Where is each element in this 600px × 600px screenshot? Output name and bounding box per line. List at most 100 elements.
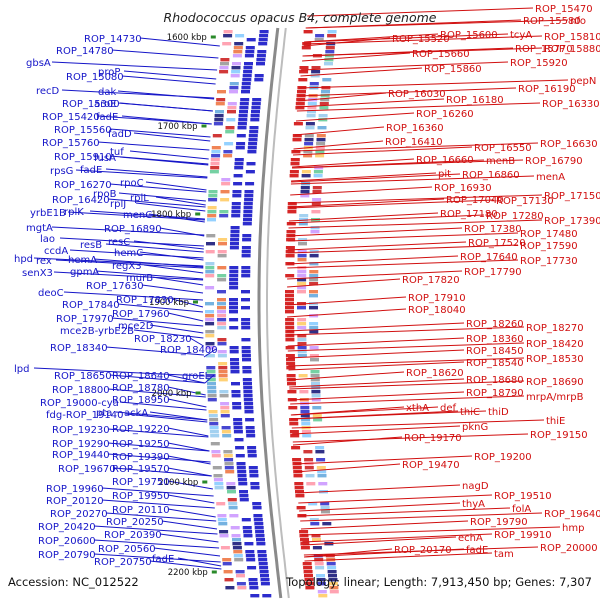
gene-feature bbox=[241, 318, 251, 322]
gene-feature bbox=[297, 90, 306, 94]
gene-feature bbox=[289, 170, 299, 174]
gene-feature bbox=[219, 530, 229, 534]
gene-feature bbox=[304, 142, 314, 146]
gene-feature bbox=[214, 482, 224, 486]
label-connector bbox=[299, 79, 569, 89]
gene-feature bbox=[233, 426, 243, 430]
gene-feature bbox=[241, 346, 251, 350]
gene-feature bbox=[314, 562, 324, 566]
gene-feature bbox=[207, 390, 217, 394]
gene-label: aroE bbox=[94, 99, 116, 110]
gene-feature bbox=[218, 522, 228, 526]
gene-feature bbox=[220, 414, 230, 418]
gene-feature bbox=[223, 454, 233, 458]
label-connector bbox=[89, 210, 205, 220]
gene-feature bbox=[209, 426, 219, 430]
gene-feature bbox=[300, 410, 310, 414]
gene-label: lao bbox=[40, 234, 55, 245]
gene-feature bbox=[239, 106, 249, 110]
label-connector bbox=[101, 499, 215, 509]
gene-feature bbox=[320, 98, 330, 102]
gene-feature bbox=[242, 78, 252, 82]
gene-feature bbox=[310, 358, 319, 362]
gene-feature bbox=[219, 66, 229, 70]
gene-label: hmp bbox=[562, 523, 584, 534]
gene-label: ROP_16890 bbox=[104, 224, 162, 235]
gene-feature bbox=[308, 502, 318, 506]
label-connector bbox=[299, 502, 461, 512]
gene-feature bbox=[225, 470, 235, 474]
gene-feature bbox=[250, 482, 260, 486]
label-connector bbox=[93, 539, 220, 549]
label-connector bbox=[105, 346, 204, 356]
gene-feature bbox=[252, 98, 262, 102]
gene-label: nfo bbox=[570, 16, 586, 27]
gene-feature bbox=[242, 370, 252, 374]
label-connector bbox=[148, 213, 205, 223]
gene-feature bbox=[305, 586, 315, 590]
gene-label: folA bbox=[512, 504, 531, 515]
gene-feature bbox=[233, 46, 243, 50]
tick-label: 1700 kbp bbox=[157, 122, 197, 132]
gene-label: ROP_16860 bbox=[462, 170, 520, 181]
gene-feature bbox=[208, 190, 218, 194]
gene-feature bbox=[315, 154, 325, 158]
gene-label: rplJ bbox=[110, 199, 126, 210]
label-connector bbox=[291, 419, 545, 429]
gene-feature bbox=[304, 134, 314, 138]
gene-feature bbox=[233, 554, 243, 558]
gene-feature bbox=[285, 326, 295, 330]
gene-feature bbox=[310, 230, 320, 234]
gene-label: ROP_18400 bbox=[160, 345, 218, 356]
gene-feature bbox=[245, 426, 255, 430]
gene-feature bbox=[289, 174, 299, 178]
gene-feature bbox=[217, 518, 227, 522]
gene-feature bbox=[311, 390, 321, 394]
gene-feature bbox=[285, 290, 294, 294]
gene-feature bbox=[245, 170, 255, 174]
gene-feature bbox=[219, 210, 229, 214]
label-connector bbox=[167, 398, 207, 408]
label-connector bbox=[149, 560, 222, 570]
label-connector bbox=[290, 395, 525, 405]
gene-feature bbox=[212, 466, 222, 470]
gene-label: ROP_18690 bbox=[526, 377, 584, 388]
gene-feature bbox=[244, 194, 254, 198]
gene-feature bbox=[242, 526, 252, 530]
gene-label: ROP_17380 bbox=[464, 224, 522, 235]
gene-feature bbox=[230, 230, 240, 234]
gene-feature bbox=[311, 202, 321, 206]
gene-feature bbox=[317, 590, 327, 594]
gene-feature bbox=[312, 190, 322, 194]
gene-label: fadE bbox=[466, 545, 488, 556]
gene-feature bbox=[227, 490, 236, 494]
gene-label: hpd bbox=[14, 254, 33, 265]
label-connector bbox=[294, 455, 473, 465]
gene-feature bbox=[304, 582, 314, 586]
gene-feature bbox=[301, 174, 311, 178]
gene-feature bbox=[289, 422, 299, 426]
label-connector bbox=[167, 494, 215, 504]
label-connector bbox=[167, 427, 209, 437]
gene-feature bbox=[304, 138, 314, 142]
gene-feature bbox=[290, 162, 300, 166]
gene-feature bbox=[255, 534, 265, 538]
gene-label: mce2B-yrbE2B bbox=[60, 326, 134, 337]
gene-feature bbox=[311, 70, 321, 74]
gene-feature bbox=[309, 346, 319, 350]
gene-feature bbox=[219, 214, 229, 218]
gene-feature bbox=[213, 122, 223, 126]
gene-feature bbox=[304, 458, 314, 462]
accession-text: Accession: NC_012522 bbox=[8, 575, 139, 589]
gene-label: lpd bbox=[14, 364, 29, 375]
gene-label: mce2D bbox=[118, 321, 154, 332]
gene-feature bbox=[300, 546, 310, 550]
gene-feature bbox=[218, 378, 228, 382]
gene-feature bbox=[236, 582, 246, 586]
gene-feature bbox=[299, 534, 309, 538]
gene-feature bbox=[229, 346, 239, 350]
gene-label: ROP_16180 bbox=[446, 95, 504, 106]
gene-feature bbox=[256, 58, 266, 62]
gene-feature bbox=[285, 318, 295, 322]
gene-feature bbox=[317, 474, 327, 478]
